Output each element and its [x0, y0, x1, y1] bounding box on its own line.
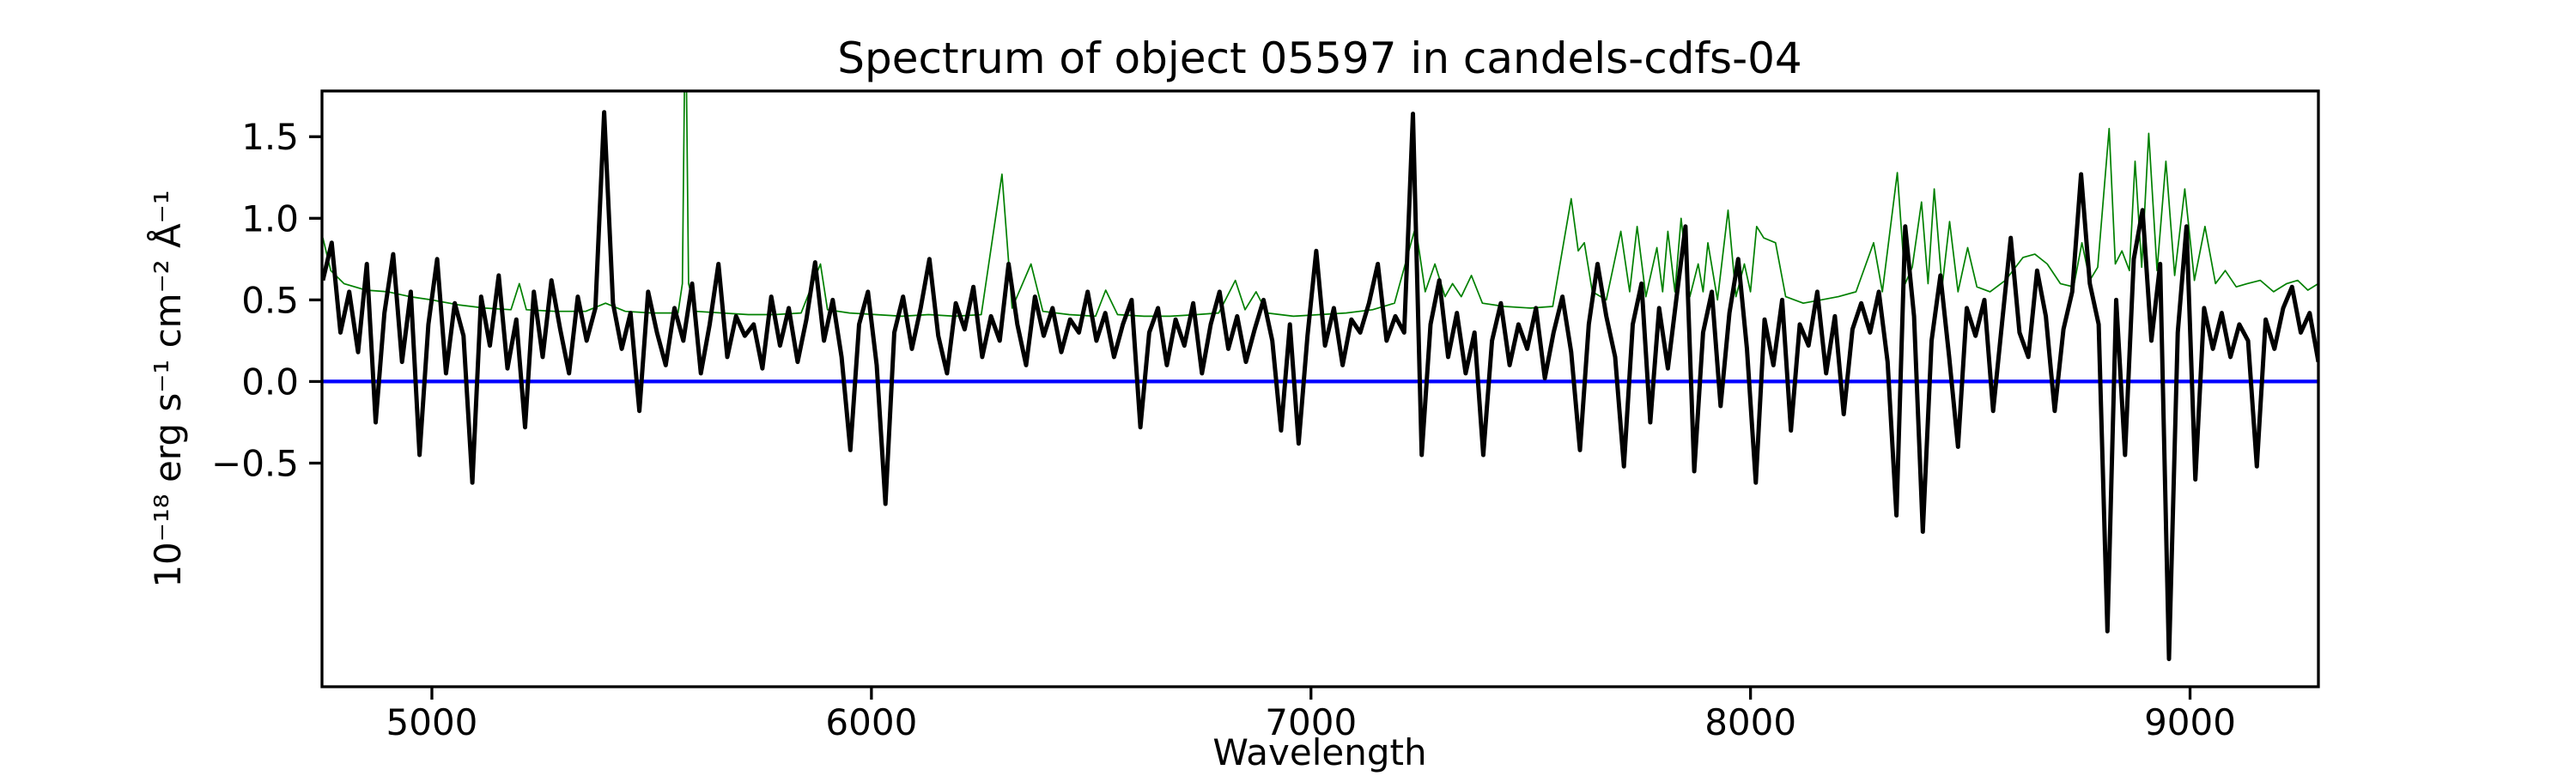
y-tick-label: 1.0 — [241, 197, 299, 239]
x-tick-label: 7000 — [1265, 701, 1357, 743]
noise-spectrum-line — [322, 91, 2318, 318]
flux-spectrum-line — [322, 110, 2318, 662]
x-tick-label: 9000 — [2144, 701, 2236, 743]
axes-spines — [320, 89, 2320, 688]
x-axis-label: Wavelength — [1212, 731, 1426, 773]
y-tick-label: 1.5 — [241, 116, 299, 158]
x-tick-label: 6000 — [825, 701, 917, 743]
x-tick-label: 8000 — [1704, 701, 1796, 743]
x-tick-label: 5000 — [386, 701, 478, 743]
y-tick-label: −0.5 — [211, 443, 299, 485]
chart-title: Spectrum of object 05597 in candels-cdfs… — [837, 33, 1802, 83]
y-tick-label: 0.0 — [241, 361, 299, 403]
plot-area: 5000 6000 7000 8000 9000 −0.5 0.0 0.5 1.0 1.5 — [211, 89, 2320, 743]
y-tick-label: 0.5 — [241, 279, 299, 321]
y-axis-label: 10⁻¹⁸ erg s⁻¹ cm⁻² Å⁻¹ — [146, 190, 189, 587]
